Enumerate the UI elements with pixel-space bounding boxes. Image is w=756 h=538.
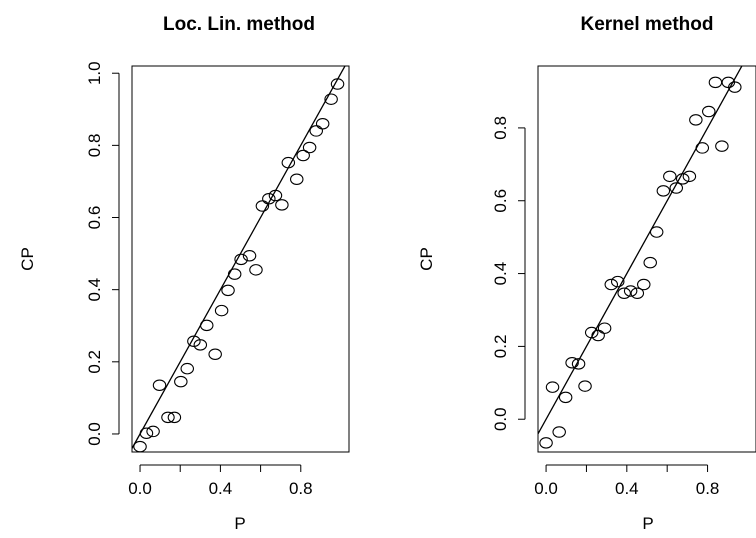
- y-tick-label: 0.4: [85, 278, 104, 302]
- plot-area: [537, 65, 756, 453]
- reference-line: [538, 66, 743, 435]
- data-point: [330, 78, 345, 90]
- data-point: [649, 226, 664, 238]
- x-tick-label: 0.4: [615, 479, 639, 498]
- data-point: [324, 93, 338, 105]
- data-point: [309, 125, 323, 137]
- data-point: [255, 200, 270, 212]
- data-point: [604, 278, 619, 291]
- data-point: [281, 156, 296, 169]
- y-tick-label: 0.4: [491, 262, 510, 286]
- data-point: [315, 117, 330, 130]
- data-point: [702, 105, 716, 118]
- y-tick-label: 0.6: [491, 189, 510, 213]
- data-point: [637, 278, 651, 291]
- y-tick-label: 0.6: [85, 206, 104, 230]
- plot-area: [131, 65, 350, 453]
- data-point: [656, 185, 671, 197]
- y-tick-label: 0.2: [85, 350, 104, 374]
- y-axis-label: CP: [18, 247, 37, 271]
- data-point: [139, 427, 154, 439]
- reference-line: [132, 66, 346, 449]
- data-point: [623, 285, 638, 297]
- y-axis: 0.0 0.2 0.4 0.6 0.8 1.0: [85, 61, 120, 446]
- x-axis: 0.0 0.4 0.8: [534, 464, 720, 498]
- data-point: [552, 426, 566, 438]
- data-point: [539, 437, 553, 449]
- y-tick-label: 1.0: [85, 61, 104, 85]
- data-point: [545, 381, 560, 393]
- data-point: [234, 253, 248, 266]
- points-group: [132, 66, 346, 453]
- data-point: [643, 256, 657, 269]
- data-point: [262, 193, 276, 205]
- data-point: [302, 141, 317, 154]
- x-tick-label: 0.8: [289, 479, 313, 498]
- x-tick-label: 0.0: [128, 479, 152, 498]
- data-point: [669, 182, 684, 194]
- data-point: [227, 268, 242, 280]
- data-point: [584, 326, 599, 339]
- y-tick-label: 0.0: [491, 407, 510, 431]
- data-point: [708, 76, 723, 89]
- data-point: [167, 411, 182, 424]
- x-tick-label: 0.0: [534, 479, 558, 498]
- data-point: [578, 380, 592, 392]
- data-point: [682, 170, 697, 183]
- y-axis-label: CP: [417, 247, 436, 271]
- data-point: [571, 358, 586, 370]
- data-point: [146, 425, 160, 438]
- data-point: [591, 329, 605, 342]
- data-point: [208, 348, 222, 360]
- data-point: [565, 357, 579, 369]
- data-point: [617, 287, 631, 299]
- data-point: [558, 391, 573, 404]
- data-point: [675, 173, 690, 185]
- y-tick-label: 0.2: [491, 335, 510, 359]
- points-group: [538, 66, 743, 449]
- data-point: [290, 173, 304, 186]
- data-point: [174, 375, 188, 388]
- data-point: [180, 362, 195, 375]
- data-point: [597, 322, 612, 334]
- y-axis: 0.0 0.2 0.4 0.6 0.8: [491, 116, 526, 431]
- y-tick-label: 0.0: [85, 422, 104, 446]
- data-point: [199, 319, 214, 332]
- data-point: [728, 81, 742, 93]
- data-point: [689, 114, 703, 126]
- x-axis: 0.0 0.4 0.8: [128, 464, 313, 498]
- data-point: [193, 339, 208, 351]
- data-point: [221, 284, 235, 297]
- panel-loc-lin: Loc. Lin. method 0.0 0.4 0.8 0.00.20.40.60…: [18, 14, 350, 533]
- y-tick-label: 0.8: [491, 116, 510, 140]
- x-tick-label: 0.4: [209, 479, 233, 498]
- y-tick-label: 0.8: [85, 134, 104, 158]
- data-point: [663, 170, 677, 183]
- panel-kernel: Kernel method 0.0 0.4 0.8 0.00.20.40.60.8 …: [417, 14, 756, 533]
- data-point: [268, 189, 283, 202]
- data-point: [249, 264, 263, 276]
- chart-title: Loc. Lin. method: [163, 14, 315, 35]
- data-point: [715, 140, 729, 152]
- x-tick-label: 0.8: [696, 479, 720, 498]
- data-point: [610, 275, 625, 288]
- x-axis-label: P: [642, 514, 653, 533]
- chart-title: Kernel method: [580, 14, 713, 35]
- data-point: [296, 149, 310, 162]
- data-point: [630, 287, 645, 299]
- data-point: [214, 304, 229, 317]
- data-point: [275, 199, 289, 211]
- data-point: [152, 379, 167, 392]
- x-axis-label: P: [234, 514, 245, 533]
- data-point: [242, 250, 257, 262]
- data-point: [133, 440, 147, 453]
- plot-frame: [131, 65, 350, 453]
- data-point: [695, 142, 710, 154]
- plot-frame: [537, 65, 756, 453]
- data-point: [161, 411, 175, 424]
